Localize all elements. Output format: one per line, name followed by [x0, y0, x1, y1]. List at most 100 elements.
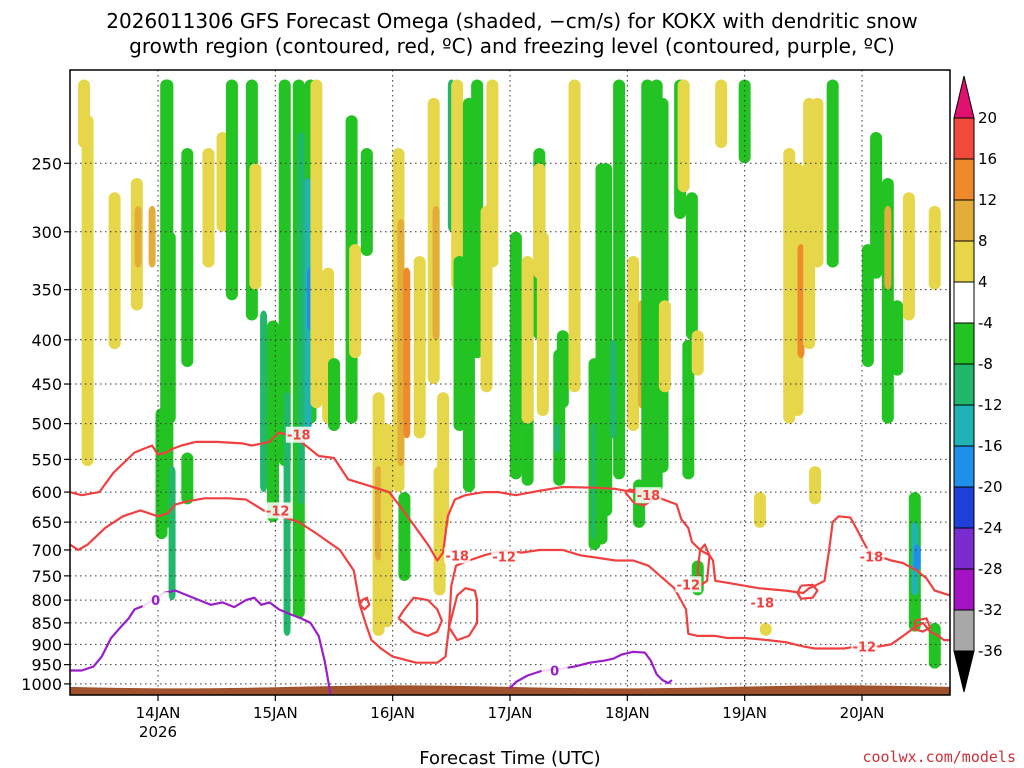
- omega-cell-61: [553, 423, 561, 453]
- omega-cell-2: [108, 192, 121, 350]
- omega-cell-96: [884, 205, 892, 290]
- y-tick-label-500: 500: [31, 415, 62, 434]
- omega-cell-53: [509, 231, 522, 480]
- colorbar-bottom-arrow: [953, 650, 975, 693]
- omega-cell-56: [521, 256, 534, 424]
- colorbar-label--32: -32: [978, 601, 1003, 619]
- red-label-bg-0: [285, 426, 312, 443]
- y-tick-label-650: 650: [31, 513, 62, 532]
- omega-cell-50: [471, 79, 484, 359]
- omega-cell-33: [360, 147, 373, 257]
- omega-cell-4: [134, 205, 142, 268]
- purple-label-0: 0: [151, 594, 160, 609]
- red-label-5: -12: [677, 578, 701, 593]
- colorbar-label--24: -24: [978, 519, 1003, 537]
- omega-cell-12: [181, 147, 194, 367]
- colorbar-box--12: [953, 363, 975, 406]
- y-tick-label-700: 700: [31, 541, 62, 560]
- colorbar-box-8: [953, 199, 975, 242]
- omega-cell-18: [249, 163, 262, 290]
- omega-cell-48: [453, 256, 466, 432]
- omega-cell-20: [266, 320, 279, 523]
- omega-cell-45: [437, 392, 450, 528]
- red-label-3: -12: [492, 550, 516, 565]
- omega-cell-19: [260, 310, 268, 493]
- omega-cell-1: [81, 115, 94, 467]
- y-tick-label-450: 450: [31, 375, 62, 394]
- omega-cell-80: [691, 330, 704, 376]
- x-tick-label-16: 16JAN: [370, 704, 415, 722]
- omega-cell-69: [627, 256, 640, 432]
- omega-cell-79: [682, 339, 695, 480]
- omega-cell-90: [811, 97, 824, 268]
- omega-cell-62: [568, 79, 581, 393]
- x-tick-label-15: 15JAN: [253, 704, 298, 722]
- colorbar-box-12: [953, 158, 975, 201]
- grid-lines: [70, 70, 950, 695]
- colorbar-box--28: [953, 527, 975, 570]
- credit-link[interactable]: coolwx.com/models: [862, 748, 1016, 766]
- colorbar-label--8: -8: [978, 355, 993, 373]
- ground-terrain: [70, 685, 950, 695]
- y-tick-label-400: 400: [31, 331, 62, 350]
- omega-cell-68: [609, 339, 617, 439]
- red-label-7: -18: [860, 550, 884, 565]
- omega-cell-58: [536, 231, 549, 417]
- contour-labels: -18 -12 -18 -12 -18 -12 -18 -18 -12 0 0: [142, 426, 885, 680]
- omega-cell-39: [403, 267, 411, 439]
- y-tick-label-750: 750: [31, 567, 62, 586]
- x-tick-label-17: 17JAN: [488, 704, 533, 722]
- colorbar-box-4: [953, 240, 975, 283]
- colorbar-box--8: [953, 322, 975, 365]
- omega-cell-72: [641, 79, 654, 499]
- omega-cell-52: [486, 79, 499, 268]
- red-label-2: -18: [445, 549, 469, 564]
- omega-cell-16: [225, 79, 238, 301]
- red-label-bg-2: [444, 547, 471, 564]
- colorbar-box--20: [953, 445, 975, 488]
- colorbar-label--4: -4: [978, 314, 993, 332]
- colorbar-label-16: 16: [978, 150, 997, 168]
- chart-title-line-2: growth region (contoured, red, ºC) and f…: [129, 34, 895, 58]
- red-label-8: -12: [853, 640, 877, 655]
- omega-cell-88: [797, 244, 805, 359]
- omega-cell-30: [328, 358, 340, 432]
- colorbar-box--4: [953, 281, 975, 324]
- colorbar-label--36: -36: [978, 642, 1003, 660]
- red-contour-3: [447, 587, 479, 642]
- colorbar-box--16: [953, 404, 975, 447]
- colorbar-label-12: 12: [978, 191, 997, 209]
- y-tick-label-600: 600: [31, 483, 62, 502]
- omega-cell-91: [809, 466, 822, 505]
- chart-title-line-1: 2026011306 GFS Forecast Omega (shaded, −…: [106, 9, 917, 33]
- colorbar-label-4: 4: [978, 273, 988, 291]
- colorbar-label--20: -20: [978, 478, 1003, 496]
- omega-cell-11: [168, 466, 176, 601]
- colorbar-label-20: 20: [978, 109, 997, 127]
- y-tick-label-950: 950: [31, 656, 62, 675]
- omega-cell-98: [902, 192, 915, 321]
- y-tick-label-350: 350: [31, 281, 62, 300]
- y-tick-label-1000: 1000: [21, 675, 62, 694]
- colorbar-box-16: [953, 117, 975, 160]
- colorbar-box--24: [953, 486, 975, 529]
- purple-label-1: 0: [550, 665, 559, 680]
- omega-cell-36: [380, 423, 393, 628]
- freezing-level-contours: [70, 589, 673, 695]
- omega-cell-5: [148, 205, 156, 268]
- y-tick-label-250: 250: [31, 154, 62, 173]
- x-tick-label-19: 19JAN: [722, 704, 767, 722]
- omega-cell-60: [556, 330, 569, 409]
- omega-cell-78: [685, 192, 698, 340]
- purple-contour-1: [509, 650, 673, 690]
- red-label-bg-6: [749, 594, 776, 611]
- omega-shading: [78, 79, 941, 669]
- omega-cell-97: [891, 300, 904, 376]
- red-label-bg-8: [851, 638, 878, 655]
- omega-cell-28: [310, 79, 323, 409]
- omega-cell-74: [656, 97, 669, 473]
- y-tick-label-900: 900: [31, 635, 62, 654]
- omega-cell-41: [413, 256, 426, 439]
- y-tick-label-850: 850: [31, 614, 62, 633]
